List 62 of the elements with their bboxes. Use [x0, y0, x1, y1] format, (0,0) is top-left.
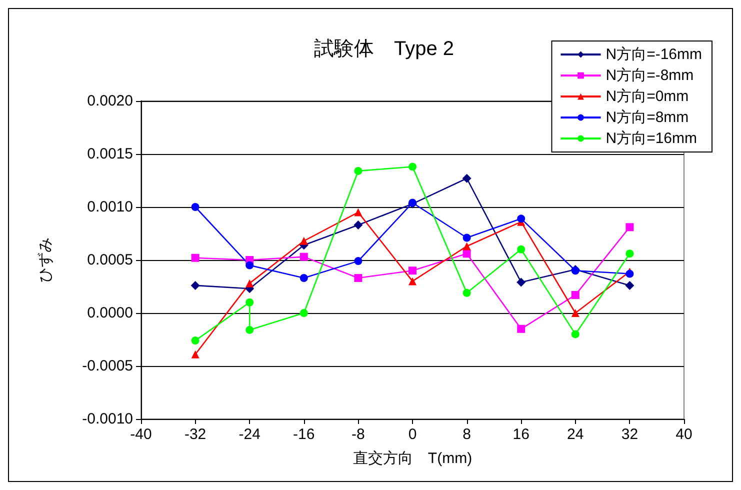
point [191, 336, 200, 345]
y-tick-label: 0.0000 [87, 304, 133, 322]
point [462, 234, 471, 242]
y-tick-label: -0.0005 [82, 358, 133, 374]
point [354, 166, 362, 175]
point [462, 288, 471, 297]
point [191, 203, 200, 211]
point [626, 250, 634, 258]
point [517, 214, 526, 223]
x-tick-label: 32 [621, 426, 638, 443]
point [300, 252, 308, 261]
x-tick-label: 8 [462, 426, 471, 443]
point [246, 279, 254, 288]
point [571, 309, 580, 317]
point [354, 274, 362, 282]
point [300, 236, 308, 245]
y-axis-title: ひずみ [37, 238, 54, 282]
x-tick-label: 24 [567, 426, 584, 443]
point [191, 350, 200, 358]
x-tick-label: -24 [238, 426, 260, 443]
y-tick-label: 0.0020 [87, 92, 133, 110]
x-tick-label: 40 [676, 426, 692, 443]
point [516, 278, 526, 287]
point [625, 280, 634, 290]
point [191, 254, 200, 262]
point [300, 274, 308, 282]
legend-label: N方向=0mm [606, 88, 689, 105]
point [462, 250, 471, 258]
point [246, 326, 254, 334]
chart-title: 試験体 Type 2 [314, 38, 454, 60]
legend-label: N方向=-16mm [606, 46, 702, 63]
point [462, 174, 472, 183]
y-tick-label: 0.0005 [87, 252, 133, 268]
point [246, 261, 254, 270]
x-tick-label: -32 [184, 426, 206, 443]
point [354, 257, 362, 266]
point [626, 223, 634, 232]
x-tick-label: 0 [408, 426, 417, 443]
point [408, 277, 416, 286]
x-axis-title: 直交方向 T(mm) [352, 450, 472, 467]
x-tick-label: -8 [352, 426, 365, 443]
point [354, 220, 363, 230]
y-tick-label: 0.0015 [87, 146, 133, 162]
point [517, 324, 526, 333]
legend-label: N方向=8mm [606, 109, 689, 126]
point [300, 309, 308, 317]
point [571, 330, 580, 338]
point [408, 162, 416, 171]
point [517, 245, 526, 254]
y-tick-label: -0.0010 [82, 410, 133, 428]
point [571, 290, 580, 299]
x-tick-label: -16 [293, 426, 315, 443]
point [246, 298, 254, 306]
point [408, 266, 416, 275]
legend-label: N方向=-8mm [606, 67, 694, 84]
x-tick-label: 16 [512, 426, 530, 443]
legend-label: N方向=16mm [606, 130, 698, 147]
y-tick-label: 0.0010 [87, 198, 133, 216]
point [190, 280, 200, 290]
point [462, 242, 471, 250]
point [354, 208, 362, 216]
x-tick-label: -40 [130, 426, 152, 443]
